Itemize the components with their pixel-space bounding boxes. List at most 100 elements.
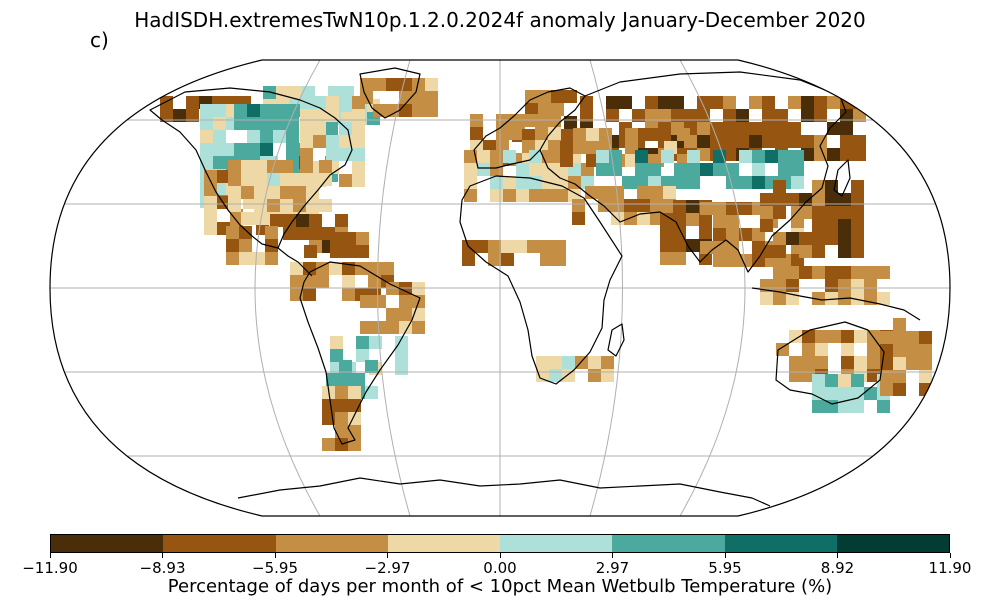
grid-cell <box>356 232 369 245</box>
grid-cell <box>303 288 316 301</box>
grid-cell <box>529 163 542 176</box>
grid-cell <box>330 232 343 245</box>
grid-cell <box>825 232 838 245</box>
grid-cell <box>239 252 252 265</box>
colorbar-segment <box>163 535 276 552</box>
grid-cell <box>488 253 501 266</box>
grid-cell <box>265 252 278 265</box>
grid-cell <box>812 193 825 206</box>
grid-cell <box>760 292 773 305</box>
grid-cell <box>801 96 814 109</box>
grid-cell <box>399 308 412 321</box>
grid-cell <box>799 193 812 206</box>
grid-cell <box>726 228 739 241</box>
grid-cell <box>625 154 638 167</box>
grid-cell <box>228 173 241 186</box>
grid-cell <box>270 214 283 227</box>
grid-cell <box>801 109 814 122</box>
grid-cell <box>306 186 319 199</box>
grid-cell <box>773 232 786 245</box>
grid-cell <box>867 343 880 356</box>
grid-cell <box>773 292 786 305</box>
grid-cell <box>840 135 853 148</box>
grid-cell <box>723 109 736 122</box>
grid-cell <box>789 356 802 369</box>
grid-cell <box>726 254 739 267</box>
grid-cell <box>160 96 173 109</box>
grid-cell <box>919 357 932 370</box>
grid-cell <box>462 253 475 266</box>
grid-cell <box>309 227 322 240</box>
grid-cell <box>760 219 773 232</box>
grid-cell <box>213 117 226 130</box>
grid-cell <box>265 226 278 239</box>
grid-cell <box>851 232 864 245</box>
grid-cell <box>260 104 273 117</box>
grid-cell <box>650 199 663 212</box>
grid-cell <box>624 212 637 225</box>
grid-cell <box>713 215 726 228</box>
grid-cell <box>412 321 425 334</box>
grid-cell <box>300 122 313 135</box>
grid-cell <box>632 109 645 122</box>
grid-cell <box>300 135 313 148</box>
grid-cell <box>464 176 477 189</box>
grid-cell <box>230 209 243 222</box>
grid-cell <box>542 150 555 163</box>
grid-cell <box>697 148 710 161</box>
grid-cell <box>598 199 611 212</box>
grid-cell <box>339 360 352 373</box>
grid-cell <box>687 163 700 176</box>
grid-cell <box>687 176 700 189</box>
grid-cell <box>789 369 802 382</box>
colorbar-segment <box>500 535 613 552</box>
grid-cell <box>713 241 726 254</box>
grid-cell <box>527 240 540 253</box>
grid-cell <box>838 193 851 206</box>
grid-cell <box>841 343 854 356</box>
grid-cell <box>330 245 343 258</box>
grid-cell <box>326 96 339 109</box>
grid-cell <box>343 245 356 258</box>
grid-cell <box>239 239 252 252</box>
grid-cell <box>788 135 801 148</box>
grid-cell <box>342 275 355 288</box>
grid-cell <box>648 163 661 176</box>
grid-cell <box>838 279 851 292</box>
grid-cell <box>700 202 713 215</box>
grid-cell <box>699 213 712 226</box>
grid-cell <box>812 266 825 279</box>
grid-cell <box>851 374 864 387</box>
colorbar-tick <box>162 553 163 558</box>
grid-cell <box>739 150 752 163</box>
grid-cell <box>697 122 710 135</box>
grid-cell <box>637 186 650 199</box>
grid-cell <box>851 206 864 219</box>
grid-cell <box>814 96 827 109</box>
grid-cell <box>802 356 815 369</box>
grid-cell <box>228 186 241 199</box>
grid-cell <box>373 104 386 117</box>
grid-cell <box>572 212 585 225</box>
grid-cell <box>760 206 773 219</box>
grid-cell <box>522 140 535 153</box>
grid-cell <box>791 150 804 163</box>
grid-cell <box>267 186 280 199</box>
colorbar-tick <box>274 553 276 558</box>
grid-cell <box>788 96 801 109</box>
grid-cell <box>893 370 906 383</box>
grid-cell <box>538 103 551 116</box>
grid-cell <box>606 109 619 122</box>
meridian-line <box>679 60 746 516</box>
grid-cell <box>280 186 293 199</box>
grid-cell <box>335 425 348 438</box>
graticule <box>50 60 950 516</box>
grid-cell <box>736 109 749 122</box>
grid-cell <box>525 90 538 103</box>
grid-cell <box>525 129 538 142</box>
grid-cell <box>762 135 775 148</box>
madagascar-coastline <box>607 323 625 357</box>
grid-cell <box>638 128 651 141</box>
grid-cell <box>776 343 789 356</box>
grid-cell <box>535 127 548 140</box>
